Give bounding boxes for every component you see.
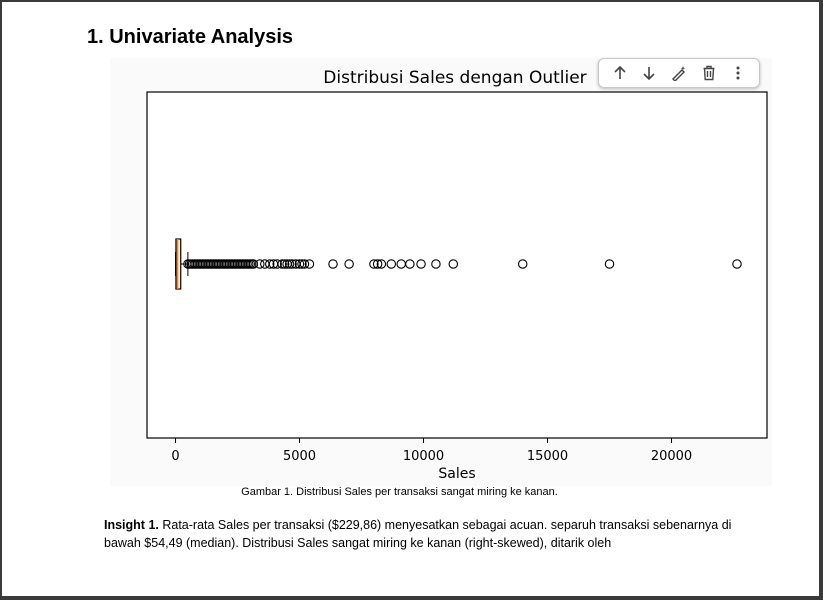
outlier-point bbox=[386, 259, 397, 269]
move-up-button[interactable] bbox=[607, 61, 633, 85]
insight-text: Rata-rata Sales per transaksi ($229,86) … bbox=[104, 518, 732, 550]
figure-caption: Gambar 1. Distribusi Sales per transaksi… bbox=[241, 486, 558, 498]
outlier-point bbox=[299, 259, 310, 269]
outlier-point bbox=[304, 259, 315, 269]
outlier-point bbox=[376, 259, 387, 269]
section-heading: 1. Univariate Analysis bbox=[87, 26, 294, 48]
outlier-point bbox=[265, 259, 275, 269]
chart-title: Distribusi Sales dengan Outlier bbox=[323, 68, 586, 88]
outlier-point bbox=[416, 259, 426, 269]
x-tick-label: 20000 bbox=[651, 449, 692, 464]
chart-figure: Distribusi Sales dengan Outlier 0 5000 1000… bbox=[110, 58, 772, 486]
outlier-point bbox=[431, 259, 441, 269]
x-tick-label: 5000 bbox=[283, 449, 316, 464]
outlier-point bbox=[517, 259, 528, 269]
outlier-point bbox=[294, 259, 305, 269]
outlier-point bbox=[297, 259, 307, 269]
outlier-point bbox=[344, 259, 354, 269]
move-down-button[interactable] bbox=[636, 61, 662, 85]
arrow-up-icon bbox=[614, 65, 626, 79]
outlier-point bbox=[448, 259, 459, 269]
outlier-point bbox=[604, 259, 615, 269]
trash-icon bbox=[703, 65, 715, 81]
outlier-point bbox=[279, 259, 290, 269]
outlier-point bbox=[277, 259, 287, 269]
outlier-point bbox=[255, 259, 265, 269]
delete-button[interactable] bbox=[696, 61, 722, 85]
outlier-point bbox=[272, 259, 282, 269]
x-tick-label: 15000 bbox=[527, 449, 568, 464]
outlier-point bbox=[284, 259, 295, 269]
boxplot-chart: Distribusi Sales dengan Outlier 0 5000 1000… bbox=[146, 68, 768, 482]
insight-paragraph: Insight 1. Rata-rata Sales per transaksi… bbox=[104, 516, 754, 552]
x-axis-label: Sales bbox=[438, 466, 475, 482]
more-options-button[interactable] bbox=[725, 61, 751, 85]
edit-magic-button[interactable] bbox=[666, 61, 692, 85]
outlier-point bbox=[328, 259, 338, 269]
insight-label: Insight 1. bbox=[104, 518, 159, 532]
more-vertical-icon bbox=[736, 66, 740, 80]
outlier-point bbox=[405, 259, 415, 269]
edit-magic-icon bbox=[671, 66, 686, 81]
outlier-point bbox=[248, 259, 259, 269]
arrow-down-icon bbox=[643, 67, 655, 81]
x-tick-label: 0 bbox=[171, 449, 179, 464]
outlier-point bbox=[732, 259, 742, 269]
outlier-point bbox=[369, 259, 379, 269]
cell-toolbar bbox=[598, 58, 760, 88]
outlier-point bbox=[287, 259, 297, 269]
outlier-point bbox=[372, 259, 383, 269]
x-tick-label: 10000 bbox=[403, 449, 444, 464]
